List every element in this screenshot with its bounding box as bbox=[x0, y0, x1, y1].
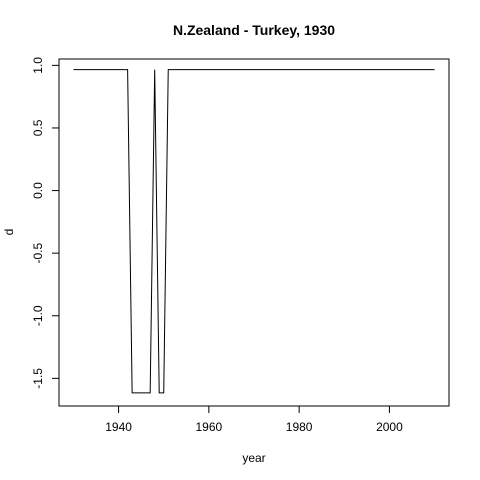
y-tick-label: 0.0 bbox=[31, 182, 45, 199]
y-axis: -1.5 -1.0 -0.5 0.0 0.5 1.0 bbox=[31, 57, 59, 389]
plot-frame bbox=[58, 58, 450, 407]
chart-title: N.Zealand - Turkey, 1930 bbox=[173, 22, 335, 38]
y-tick-label: 0.5 bbox=[31, 119, 45, 136]
y-tick-label: 1.0 bbox=[31, 57, 45, 74]
y-tick-label: -1.0 bbox=[31, 305, 45, 326]
y-tick-label: -0.5 bbox=[31, 242, 45, 263]
series-group bbox=[73, 69, 435, 394]
x-axis: 1940 1960 1980 2000 bbox=[105, 406, 403, 434]
x-tick-label: 1980 bbox=[286, 420, 313, 434]
series-line-d bbox=[73, 69, 435, 394]
x-axis-label: year bbox=[242, 451, 265, 465]
y-tick-label: -1.5 bbox=[31, 368, 45, 389]
x-tick-label: 2000 bbox=[376, 420, 403, 434]
x-tick-label: 1960 bbox=[196, 420, 223, 434]
y-axis-label: d bbox=[2, 229, 16, 236]
x-tick-label: 1940 bbox=[105, 420, 132, 434]
